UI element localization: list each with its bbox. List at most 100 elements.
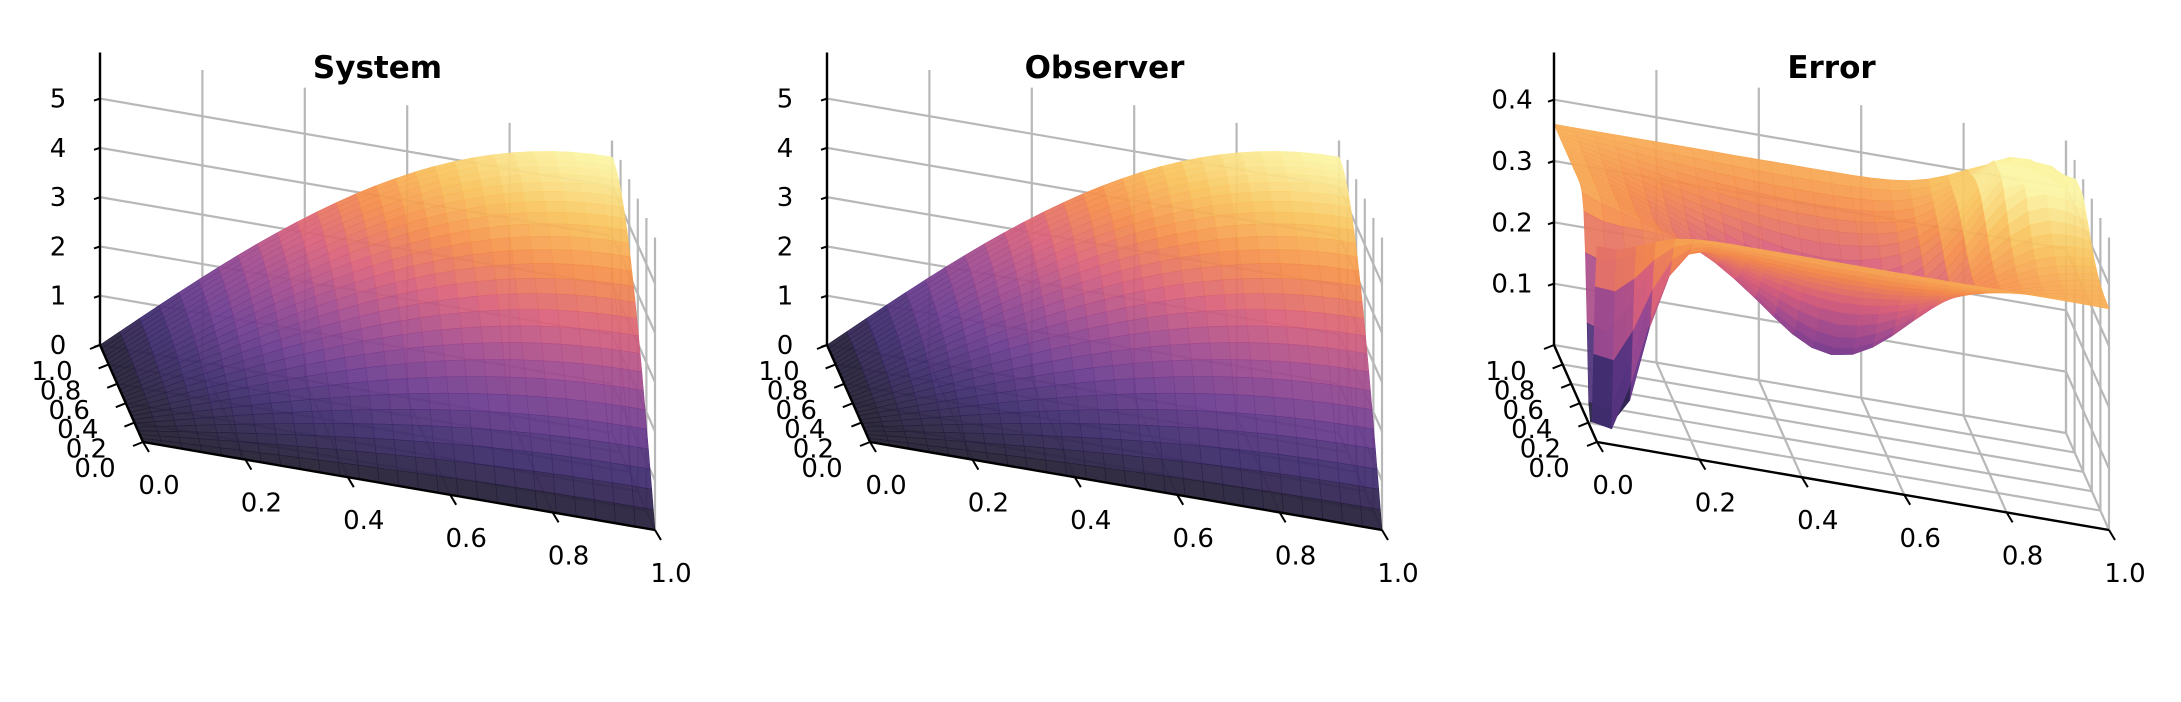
- grid-line: [1571, 382, 2084, 473]
- x-tick: [1903, 494, 1912, 506]
- surface: [826, 151, 1383, 531]
- grid-line: [1588, 421, 2101, 512]
- surface-patch: [1036, 397, 1060, 412]
- z-tick: [820, 245, 828, 250]
- surface-patch: [2041, 285, 2064, 292]
- surface-patch: [562, 361, 585, 383]
- y-tick-label: 0.2: [66, 435, 107, 465]
- surface-patch: [469, 410, 492, 430]
- surface-patch: [569, 437, 592, 461]
- surface-patch: [598, 329, 621, 351]
- x-tick-label: 0.2: [241, 489, 282, 519]
- surface-patch: [452, 443, 475, 464]
- x-tick-label: 0.4: [1070, 506, 1111, 536]
- surface-patch: [534, 277, 557, 295]
- surface-patch: [1233, 212, 1256, 226]
- surface-patch: [577, 311, 600, 331]
- surface-patch: [981, 423, 1004, 435]
- surface-patch: [513, 263, 536, 280]
- surface-patch: [1237, 430, 1260, 453]
- surface-patch: [393, 439, 416, 458]
- surface-patch: [922, 424, 945, 433]
- x-tick: [142, 441, 150, 453]
- surface-patch: [423, 344, 446, 363]
- surface-patch: [457, 295, 480, 314]
- surface-patch: [1348, 368, 1371, 391]
- surface-patch: [1142, 456, 1165, 477]
- surface-patch: [413, 440, 436, 460]
- surface-patch: [997, 400, 1020, 414]
- y-tick-label: 0.0: [1528, 454, 1569, 484]
- z-tick-label: 0.3: [1491, 147, 1532, 177]
- surface-patch: [1209, 342, 1232, 360]
- surface-patch: [1061, 436, 1084, 452]
- surface-patch: [250, 402, 273, 415]
- x-tick-label: 0.2: [1695, 489, 1736, 519]
- z-tick-label: 0.1: [1491, 270, 1532, 300]
- x-tick: [971, 459, 980, 471]
- surface-patch: [1281, 278, 1304, 296]
- surface-patch: [1319, 479, 1342, 504]
- surface-patch: [959, 414, 982, 425]
- surface-patch: [1320, 280, 1343, 300]
- surface-patch: [508, 223, 531, 238]
- y-tick: [1578, 421, 1589, 428]
- surface-patch: [1174, 392, 1197, 411]
- surface-patch: [523, 190, 546, 203]
- surface-patch: [1853, 209, 1877, 224]
- surface-patch: [567, 417, 590, 441]
- grid-line: [1962, 414, 2008, 513]
- x-tick: [2005, 511, 2014, 523]
- surface-patch: [592, 265, 615, 284]
- surface-patch: [232, 414, 255, 425]
- surface-patch: [1299, 264, 1322, 282]
- surface-patch: [426, 376, 449, 394]
- surface-patch: [392, 424, 415, 442]
- surface-patch: [1310, 381, 1334, 405]
- surface-patch: [1266, 325, 1289, 345]
- surface-patch: [437, 297, 460, 316]
- surface-patch: [523, 359, 546, 380]
- x-tick: [551, 511, 560, 523]
- x-tick-label: 0.4: [343, 506, 384, 536]
- x-tick-label: 0.8: [1275, 541, 1316, 571]
- surface-patch: [1279, 263, 1302, 280]
- surface-patch: [533, 263, 556, 279]
- chart-title: Observer: [1025, 50, 1186, 86]
- surface-patch: [580, 345, 603, 367]
- surface-patch: [1296, 437, 1319, 461]
- y-tick: [106, 382, 118, 389]
- surface-patch: [1286, 173, 1309, 184]
- surface-patch: [1834, 336, 1857, 349]
- surface-patch: [1156, 409, 1179, 428]
- surface-patch: [579, 327, 602, 349]
- surface-patch: [388, 393, 411, 410]
- surface-patch: [529, 432, 552, 455]
- surface-patch: [1319, 265, 1342, 284]
- surface-patch: [1283, 293, 1306, 312]
- surface-patch: [1240, 263, 1263, 280]
- surface-patch: [510, 430, 533, 453]
- surface-patch: [314, 435, 337, 450]
- x-tick: [1278, 511, 1287, 523]
- surface-patch: [1312, 400, 1335, 424]
- surface-patch: [556, 293, 579, 312]
- z-tick-label: 3: [777, 183, 794, 213]
- surface-patch: [1222, 278, 1245, 295]
- surface-patch: [1245, 166, 1268, 176]
- surface-patch: [629, 465, 653, 490]
- surface-patch: [1307, 345, 1330, 367]
- surface-patch: [1137, 408, 1160, 427]
- surface-patch: [387, 378, 410, 395]
- surface-patch: [1151, 360, 1174, 378]
- surface-patch: [1253, 211, 1276, 225]
- surface-patch: [496, 293, 520, 311]
- surface-patch: [564, 201, 587, 214]
- surface-patch: [1273, 211, 1296, 225]
- surface-patch: [429, 409, 452, 428]
- surface-patch: [534, 155, 557, 162]
- surface-patch: [1251, 200, 1274, 213]
- surface-patch: [1158, 425, 1181, 445]
- y-tick: [859, 441, 871, 447]
